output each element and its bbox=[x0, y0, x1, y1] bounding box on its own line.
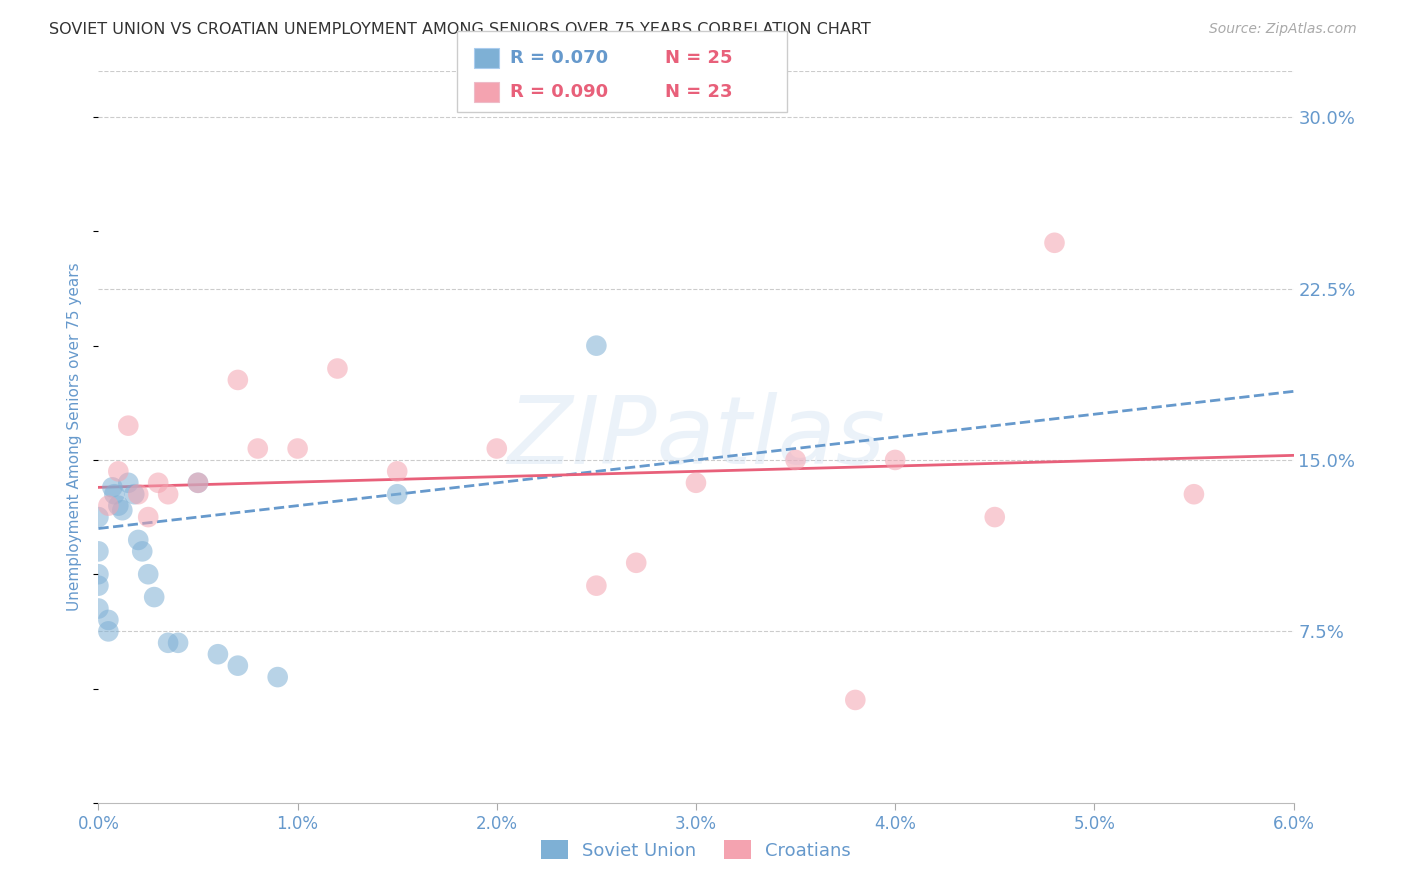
Point bbox=[103, 487, 125, 501]
Point bbox=[385, 487, 409, 501]
Point bbox=[97, 624, 120, 639]
Point bbox=[127, 533, 149, 547]
Point bbox=[87, 567, 110, 582]
Point bbox=[207, 647, 229, 661]
Point bbox=[167, 636, 190, 650]
Point bbox=[157, 636, 180, 650]
Point bbox=[111, 503, 134, 517]
Point bbox=[246, 442, 269, 456]
Point bbox=[984, 510, 1007, 524]
Point bbox=[485, 442, 508, 456]
Point bbox=[287, 442, 309, 456]
Point bbox=[385, 464, 409, 478]
Point bbox=[267, 670, 290, 684]
Point bbox=[87, 579, 110, 593]
Point bbox=[685, 475, 707, 490]
Text: SOVIET UNION VS CROATIAN UNEMPLOYMENT AMONG SENIORS OVER 75 YEARS CORRELATION CH: SOVIET UNION VS CROATIAN UNEMPLOYMENT AM… bbox=[49, 22, 870, 37]
Point bbox=[585, 338, 607, 352]
Point bbox=[107, 499, 129, 513]
Point bbox=[884, 453, 907, 467]
Point bbox=[107, 464, 129, 478]
Text: ZIPatlas: ZIPatlas bbox=[508, 392, 884, 483]
Point bbox=[101, 480, 124, 494]
Point bbox=[127, 487, 149, 501]
Point bbox=[626, 556, 648, 570]
Point bbox=[97, 499, 120, 513]
Point bbox=[844, 693, 866, 707]
Point bbox=[1182, 487, 1205, 501]
Point bbox=[148, 475, 170, 490]
Text: N = 25: N = 25 bbox=[665, 49, 733, 67]
Point bbox=[124, 487, 146, 501]
Point bbox=[785, 453, 807, 467]
Point bbox=[87, 544, 110, 558]
Point bbox=[87, 601, 110, 615]
Legend: Soviet Union, Croatians: Soviet Union, Croatians bbox=[534, 833, 858, 867]
Point bbox=[226, 658, 249, 673]
Text: R = 0.090: R = 0.090 bbox=[510, 83, 609, 101]
Point bbox=[117, 475, 139, 490]
Point bbox=[143, 590, 166, 604]
Point bbox=[326, 361, 349, 376]
Y-axis label: Unemployment Among Seniors over 75 years: Unemployment Among Seniors over 75 years bbox=[67, 263, 83, 611]
Point bbox=[187, 475, 209, 490]
Point bbox=[1043, 235, 1066, 250]
Text: N = 23: N = 23 bbox=[665, 83, 733, 101]
Point bbox=[87, 510, 110, 524]
Point bbox=[136, 510, 159, 524]
Point bbox=[226, 373, 249, 387]
Text: Source: ZipAtlas.com: Source: ZipAtlas.com bbox=[1209, 22, 1357, 37]
Point bbox=[136, 567, 159, 582]
Point bbox=[97, 613, 120, 627]
Point bbox=[117, 418, 139, 433]
Point bbox=[187, 475, 209, 490]
Point bbox=[585, 579, 607, 593]
Text: R = 0.070: R = 0.070 bbox=[510, 49, 609, 67]
Point bbox=[157, 487, 180, 501]
Point bbox=[131, 544, 153, 558]
